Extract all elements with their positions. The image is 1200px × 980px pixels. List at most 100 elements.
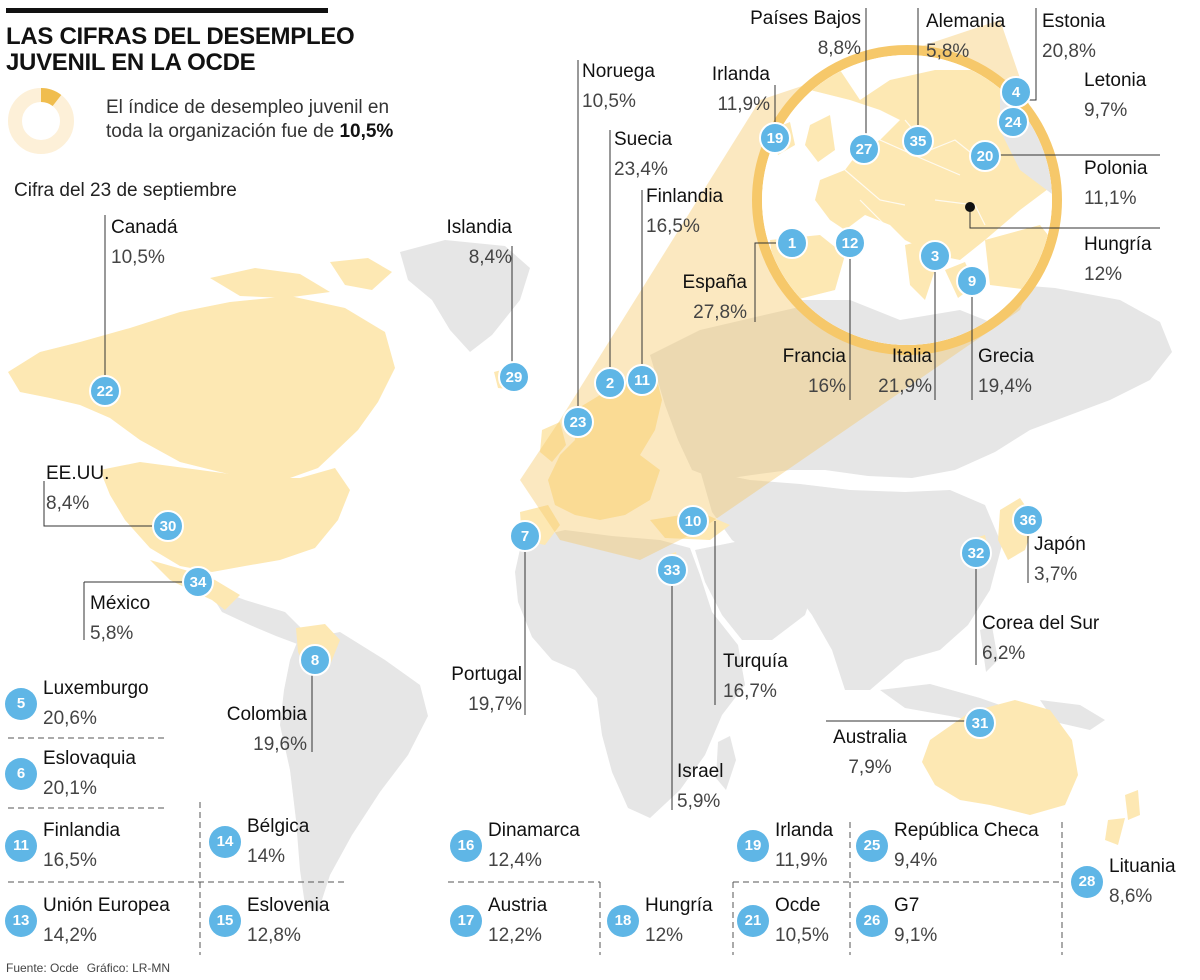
rank-badge: 19 [737,830,769,862]
country-name: Islandia [446,217,513,238]
ref-name: Luxemburgo [43,678,149,699]
donut-fill [8,88,74,154]
rank-badge-circle [759,122,791,154]
rank-badge: 18 [607,905,639,937]
ref-name: Finlandia [43,820,121,841]
ref-name: G7 [894,895,920,916]
date-note: Cifra del 23 de septiembre [14,180,237,201]
rank-badge-circle [964,707,996,739]
map-badge-pa-ses-bajos: 27 [848,133,880,165]
label-paises-bajos: Países Bajos 8,8% [720,4,861,64]
rank-badge-number: 27 [856,141,873,158]
intro-sentence: El índice de desempleo juvenil en toda l… [106,97,390,142]
map-badge-alemania: 35 [902,125,934,157]
rank-badge-number: 3 [931,248,939,265]
rank-badge-number: 36 [1020,512,1037,529]
label-eeuu: EE.UU. 8,4% [46,459,109,519]
label-letonia: Letonia 9,7% [1084,66,1146,126]
rank-badge-number: 34 [190,574,207,591]
hungria-marker [965,202,975,212]
rank-badge: 6 [5,758,37,790]
rank-badge-circle [299,644,331,676]
rank-badge-number: 32 [968,545,985,562]
map-badge-colombia: 8 [299,644,331,676]
country-value: 5,8% [90,623,134,644]
ref-value: 12,8% [247,925,301,946]
country-value: 19,7% [468,694,522,715]
non-oecd-land [205,240,1172,912]
country-value: 6,2% [982,643,1026,664]
source-credit: Fuente: Ocde Gráfico: LR-MN [6,961,178,975]
rank-badge-circle [677,505,709,537]
country-value: 10,5% [582,91,636,112]
rank-badge-circle [594,367,626,399]
leader-lines [43,8,1160,810]
country-value: 7,9% [848,757,892,778]
ref-name: Bélgica [247,816,310,837]
label-alemania: Alemania 5,8% [926,7,1005,67]
source-fuente: Fuente: Ocde [6,961,79,975]
country-name: Estonia [1042,11,1106,32]
map-badge-portugal: 7 [509,520,541,552]
rank-badge-number: 29 [506,369,523,386]
label-italia: Italia 21,9% [860,342,932,402]
rank-badge-circle [562,406,594,438]
label-suecia: Suecia 23,4% [614,125,672,185]
rank-badge: 5 [5,688,37,720]
list-dividers [8,737,1063,955]
country-name: España [682,272,747,293]
country-value: 8,8% [817,38,861,59]
ref-value: 10,5% [775,925,829,946]
rank-badge: 13 [5,905,37,937]
label-turquia: Turquía 16,7% [723,647,788,707]
country-value: 27,8% [693,302,747,323]
rank-badge: 16 [450,830,482,862]
rank-badge: 26 [856,905,888,937]
country-name: Grecia [978,346,1034,367]
rank-badge-number: 4 [1012,84,1021,101]
label-japon: Japón 3,7% [1034,530,1086,590]
rank-badge-number: 24 [1005,114,1022,131]
country-value: 11,9% [717,94,770,115]
ref-value: 20,1% [43,778,97,799]
rank-badge-number: 7 [521,528,529,545]
map-badge-suecia: 2 [594,367,626,399]
ref-name: Austria [488,895,548,916]
title-rule [6,8,328,13]
ref-value: 9,1% [894,925,938,946]
page-title: LAS CIFRAS DEL DESEMPLEO JUVENIL EN LA O… [6,23,355,76]
label-grecia: Grecia 19,4% [978,342,1034,402]
ref-name: Unión Europea [43,895,170,916]
rank-badge-number: 9 [968,273,976,290]
ref-value: 20,6% [43,708,97,729]
label-israel: Israel 5,9% [677,757,723,817]
rank-badge-number: 20 [977,148,994,165]
map-badge-italia: 3 [919,240,951,272]
country-value: 12% [1084,264,1123,285]
country-name: Polonia [1084,158,1148,179]
ref-value: 12% [645,925,684,946]
rank-badge-circle [956,265,988,297]
country-name: Canadá [111,217,178,238]
rank-badge-circle [960,537,992,569]
rank-badge-circle [776,227,808,259]
label-mexico: México 5,8% [90,589,150,649]
map-badge-turqu-a: 10 [677,505,709,537]
rank-badge-number: 23 [570,414,587,431]
country-name: México [90,593,151,614]
map-badge-polonia: 20 [969,140,1001,172]
label-polonia: Polonia 11,1% [1084,154,1147,214]
rank-badge-number: 8 [311,652,319,669]
map-badge-irlanda: 19 [759,122,791,154]
rank-badge-number: 35 [910,133,927,150]
intro-value: 10,5% [339,121,394,142]
label-portugal: Portugal 19,7% [430,660,522,720]
ref-name: Hungría [645,895,713,916]
label-espana: España 27,8% [660,268,747,328]
country-value: 5,8% [926,41,970,62]
country-value: 11,1% [1084,188,1137,209]
country-name: Alemania [926,11,1006,32]
country-name: Australia [833,727,907,748]
ref-value: 9,4% [894,850,938,871]
